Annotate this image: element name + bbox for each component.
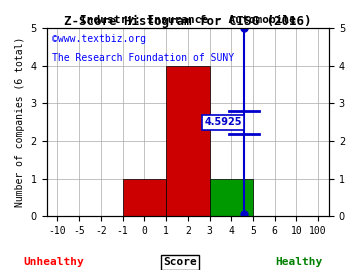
Text: The Research Foundation of SUNY: The Research Foundation of SUNY (52, 53, 234, 63)
Bar (166, 66, 210, 216)
Title: Z-Score Histogram for CISG (2016): Z-Score Histogram for CISG (2016) (64, 15, 311, 28)
Text: 4.5925: 4.5925 (204, 117, 242, 127)
Text: Healthy: Healthy (275, 257, 323, 267)
Text: Unhealthy: Unhealthy (24, 257, 84, 267)
Text: ©www.textbiz.org: ©www.textbiz.org (52, 34, 146, 44)
Text: Industry: Insurance - Automobile: Industry: Insurance - Automobile (80, 15, 296, 25)
Bar (210, 179, 253, 216)
Text: Score: Score (163, 257, 197, 267)
Y-axis label: Number of companies (6 total): Number of companies (6 total) (15, 37, 25, 207)
Bar (123, 179, 166, 216)
